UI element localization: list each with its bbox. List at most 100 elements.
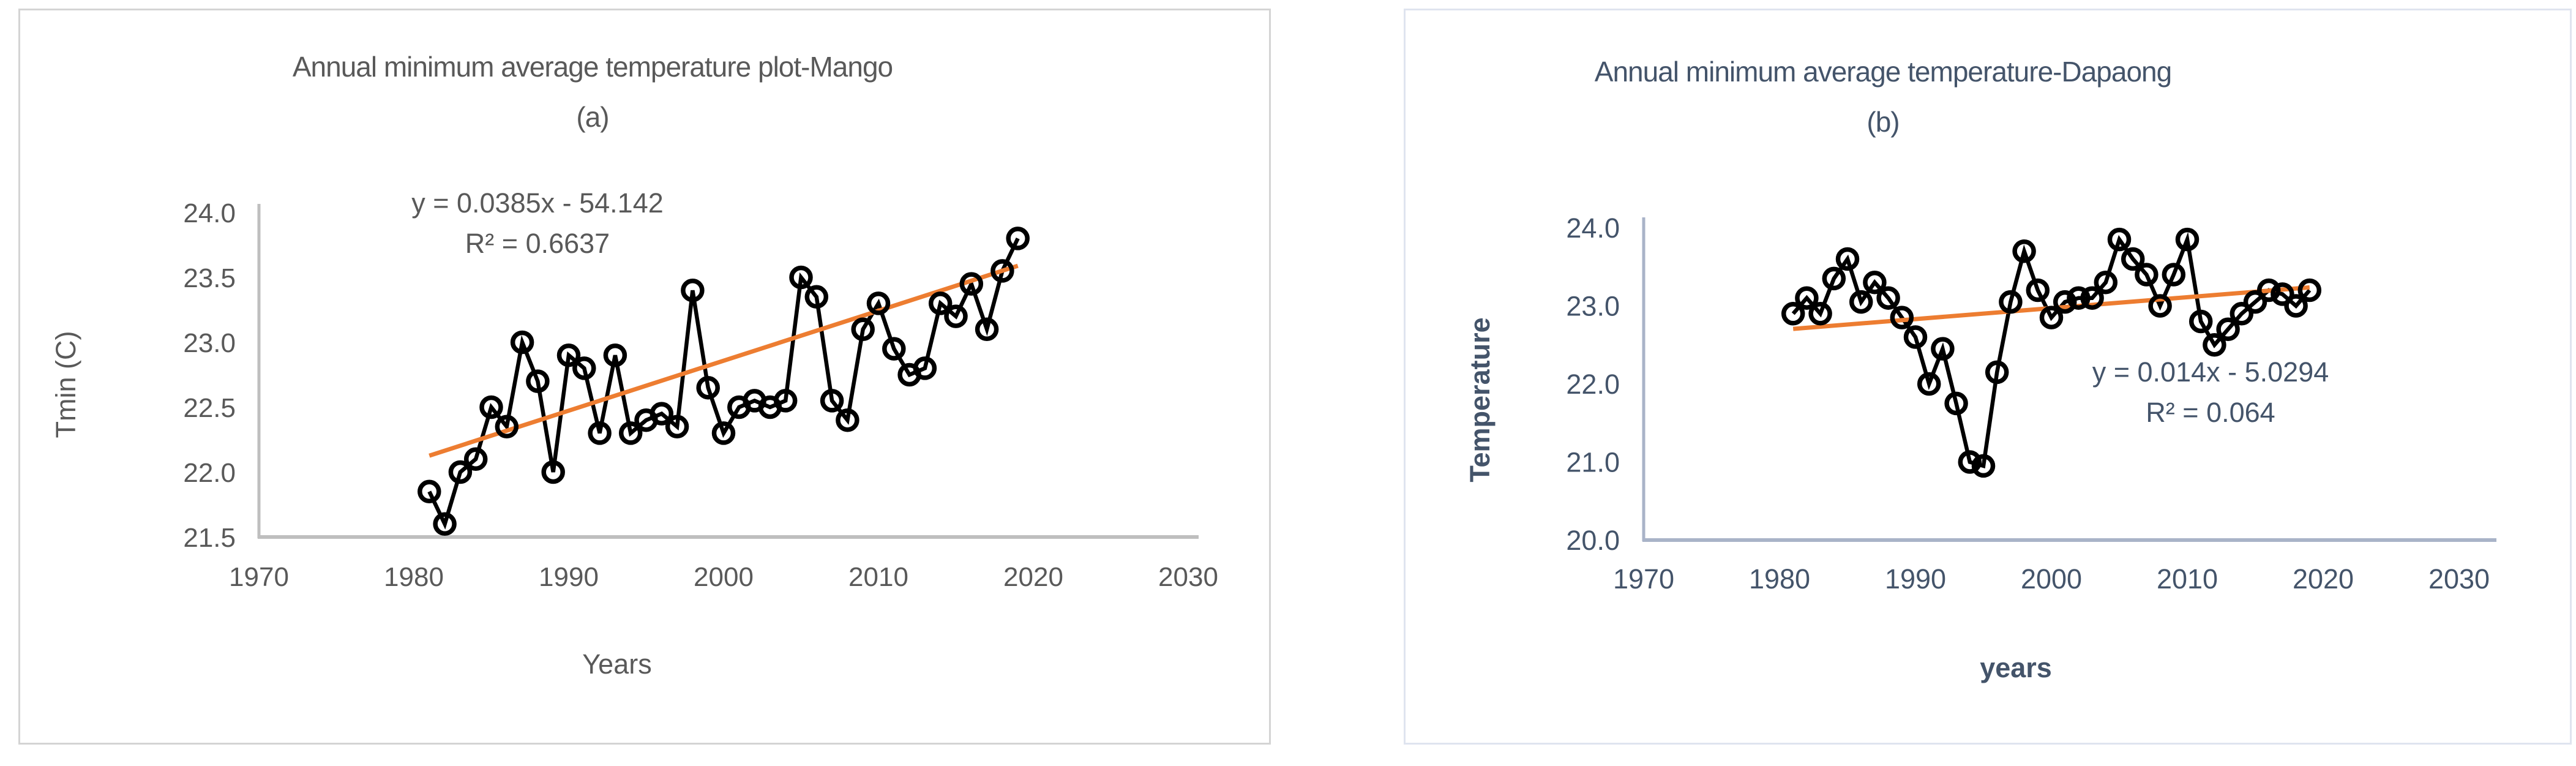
data-point-marker [789,265,813,290]
chart-panel-dapaong: 20.0 21.0 22.0 23.0 24.0 1970 1980 1990 2000 2010… [1404,9,2572,745]
data-point-marker [510,330,534,355]
data-point-marker [479,395,503,419]
dapaong-chart-title: Annual minimum average temperature-Dapao… [1406,53,2361,140]
data-point-marker [1971,454,1996,478]
data-point-marker [1999,290,2023,314]
data-point-marker [820,389,844,413]
data-point-marker [572,356,596,380]
data-point-marker [928,291,953,315]
data-point-marker [588,421,612,445]
dapaong-subtitle-text: (b) [1866,106,1900,138]
data-point-marker [1835,247,1860,271]
x-tick-label: 2030 [1158,562,1218,592]
data-point-marker [696,375,720,400]
data-point-marker [495,415,519,439]
data-point-marker [650,402,674,426]
data-point-marker [1822,266,1846,291]
data-point-marker [2297,278,2322,302]
mango-chart-svg: 21.5 22.0 22.5 23.0 23.5 24.0 1970 1980 1990 2000… [183,198,1218,592]
mango-x-axis-label: Years [582,648,652,680]
x-tick-label: 1970 [229,562,289,592]
data-point-marker [2135,263,2159,287]
x-tick-label: 2000 [694,562,754,592]
mango-y-axis-label: Tmin (C) [50,331,81,438]
data-point-marker [2107,227,2132,252]
data-series-line [427,237,1020,530]
x-tick-label: 1970 [1613,563,1674,595]
data-point-marker [866,291,891,315]
dapaong-y-axis-label: Temperature [1464,317,1496,483]
data-point-marker [1808,302,1832,326]
data-point-marker [882,337,906,361]
data-point-marker [433,512,457,536]
x-tick-label: 2030 [2428,563,2490,595]
dapaong-title-text: Annual minimum average temperature-Dapao… [1594,56,2172,88]
y-tick-label: 22.0 [1566,369,1620,400]
mango-r-squared-line: R² = 0.6637 [465,228,610,259]
x-tick-label: 2000 [2021,563,2082,595]
data-point-marker [2271,282,2294,306]
y-tick-label: 24.0 [1566,212,1620,244]
data-point-marker [665,415,689,439]
data-point-marker [2188,309,2213,334]
data-point-marker [1849,290,1873,314]
data-point-marker [2080,286,2104,310]
x-tick-label: 2010 [2157,563,2218,595]
trend-line [429,263,1019,458]
mango-chart-title: Annual minimum average temperature plot-… [20,48,1165,135]
data-point-marker [2121,247,2145,271]
data-point-marker [417,479,441,504]
data-point-marker [975,317,999,342]
data-point-marker [2203,333,2226,357]
data-point-marker [603,343,627,367]
data-point-marker [1781,302,1805,326]
data-point-marker [1931,337,1955,361]
data-point-marker [1985,360,2009,385]
x-tick-label: 1980 [384,562,444,592]
data-point-marker [804,285,829,309]
data-point-marker [2243,290,2267,314]
y-tick-label: 24.0 [183,198,236,228]
y-tick-label: 20.0 [1566,525,1620,556]
y-tick-label: 23.0 [1566,291,1620,322]
data-point-marker [2230,302,2254,326]
data-point-marker [2094,270,2118,295]
data-point-marker [2148,294,2172,318]
y-tick-label: 21.5 [183,523,236,553]
x-tick-label: 1990 [539,562,599,592]
data-point-marker [1917,372,1941,396]
data-point-marker [836,408,859,432]
chart-panel-mango: 21.5 22.0 22.5 23.0 23.5 24.0 1970 1980 1990 2000… [18,9,1271,745]
data-point-marker [773,389,798,413]
x-tick-label: 2010 [848,562,908,592]
data-point-marker [1890,306,1914,329]
data-point-marker [1958,450,1982,474]
y-tick-label: 23.5 [183,263,236,293]
x-tick-label: 1980 [1749,563,1810,595]
y-tick-label: 22.0 [183,458,236,488]
dapaong-equation-line: y = 0.014x - 5.0294 [2092,356,2329,388]
data-point-marker [463,447,488,471]
x-tick-label: 2020 [1003,562,1063,592]
data-point-marker [711,421,736,445]
data-point-marker [2026,278,2050,302]
data-point-marker [448,460,473,484]
data-point-marker [1876,286,1900,310]
data-point-marker [1795,286,1819,310]
data-point-marker [2256,278,2281,302]
data-point-marker [618,421,643,445]
data-point-marker [2012,239,2036,263]
data-point-marker [2162,263,2186,287]
dapaong-chart-svg: 20.0 21.0 22.0 23.0 24.0 1970 1980 1990 2000 2010… [1566,212,2496,595]
y-tick-label: 23.0 [183,328,236,358]
data-point-marker [990,259,1014,283]
data-point-marker [944,304,968,328]
data-point-marker [913,356,937,380]
data-point-marker [851,317,875,342]
y-tick-label: 21.0 [1566,447,1620,478]
x-tick-label: 2020 [2293,563,2354,595]
data-point-marker [2053,290,2077,314]
y-tick-label: 22.5 [183,393,236,423]
dapaong-trend-equation: y = 0.014x - 5.0294 R² = 0.064 [2024,352,2397,433]
